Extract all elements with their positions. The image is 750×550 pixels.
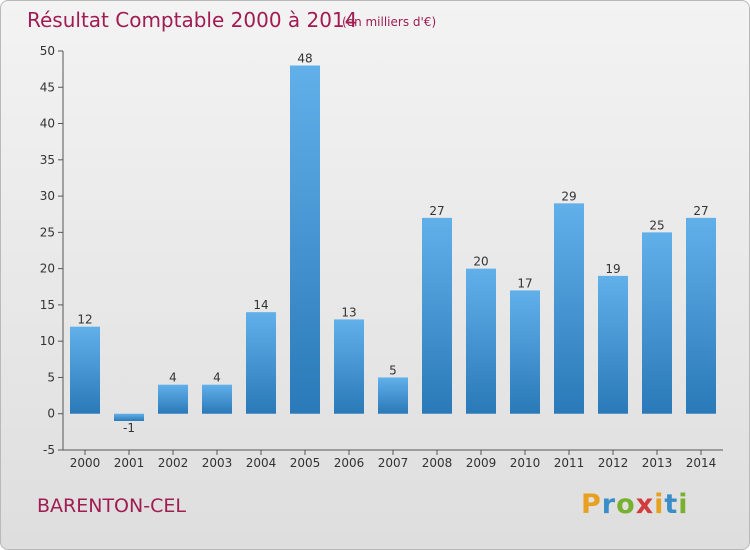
bar-value-label: 25 (649, 218, 664, 232)
brand-letter: i (654, 489, 665, 520)
bar (70, 326, 100, 414)
y-tick-label: 15 (40, 298, 55, 312)
brand-letter: t (664, 489, 679, 520)
y-tick-label: 35 (40, 153, 55, 167)
y-tick-label: 45 (40, 80, 55, 94)
bar (642, 232, 672, 414)
x-tick-label: 2012 (598, 456, 629, 470)
bar (686, 217, 716, 414)
x-tick-label: 2008 (422, 456, 453, 470)
y-tick-label: 20 (40, 262, 55, 276)
brand-letter: r (601, 489, 617, 520)
data-labels: 12 -1 4 4 14 48 13 5 27 20 17 29 19 25 27 (77, 52, 708, 435)
y-tick-label: 0 (47, 407, 55, 421)
x-tick-label: 2011 (554, 456, 585, 470)
bar-value-label: 48 (297, 52, 312, 66)
x-tick-label: 2009 (466, 456, 497, 470)
bar-value-label: 14 (253, 298, 268, 312)
bar-value-label: 5 (389, 363, 397, 377)
bar-value-label: 27 (693, 204, 708, 218)
y-tick-label: -5 (43, 443, 55, 457)
bar (422, 217, 452, 414)
x-tick-label: 2007 (378, 456, 409, 470)
bar-value-label: 13 (341, 305, 356, 319)
bar (598, 275, 628, 414)
bar (246, 312, 276, 414)
x-tick-label: 2014 (686, 456, 717, 470)
y-tick-label: 5 (47, 370, 55, 384)
chart-subtitle: (en milliers d'€) (342, 15, 437, 29)
chart-title: Résultat Comptable 2000 à 2014 (27, 8, 358, 32)
y-tick-label: 30 (40, 189, 55, 203)
bar-value-label: 20 (473, 255, 488, 269)
bar-value-label: 4 (169, 371, 177, 385)
x-tick-label: 2013 (642, 456, 673, 470)
x-tick-label: 2001 (114, 456, 145, 470)
commune-name: BARENTON-CEL (37, 495, 186, 517)
x-tick-label: 2002 (158, 456, 189, 470)
y-tick-label: 25 (40, 225, 55, 239)
x-tick-label: 2004 (246, 456, 277, 470)
bar (554, 203, 584, 414)
bar-value-label: 29 (561, 189, 576, 203)
bar-value-label: 27 (429, 204, 444, 218)
bar-value-label: -1 (123, 421, 135, 435)
bar-value-label: 17 (517, 276, 532, 290)
y-tick-label: 10 (40, 334, 55, 348)
bar (202, 384, 232, 414)
bar-value-label: 19 (605, 262, 620, 276)
bar (510, 290, 540, 414)
bar-value-label: 12 (77, 313, 92, 327)
y-tick-label: 40 (40, 117, 55, 131)
brand-letter: i (678, 489, 689, 520)
bars (70, 65, 716, 421)
x-tick-label: 2003 (202, 456, 233, 470)
x-tick-label: 2010 (510, 456, 541, 470)
bar (290, 65, 320, 414)
x-tick-label: 2006 (334, 456, 365, 470)
brand-logo: Proxiti (581, 489, 689, 520)
bar (466, 268, 496, 414)
x-tick-label: 2005 (290, 456, 321, 470)
bar (114, 413, 144, 421)
bar (378, 377, 408, 414)
brand-letter: P (581, 489, 602, 520)
y-tick-label: 50 (40, 44, 55, 58)
x-tick-label: 2000 (70, 456, 101, 470)
bar-value-label: 4 (213, 371, 221, 385)
bar (334, 319, 364, 414)
brand-letter: x (635, 489, 655, 520)
brand-letter: o (616, 489, 636, 520)
bar (158, 384, 188, 414)
